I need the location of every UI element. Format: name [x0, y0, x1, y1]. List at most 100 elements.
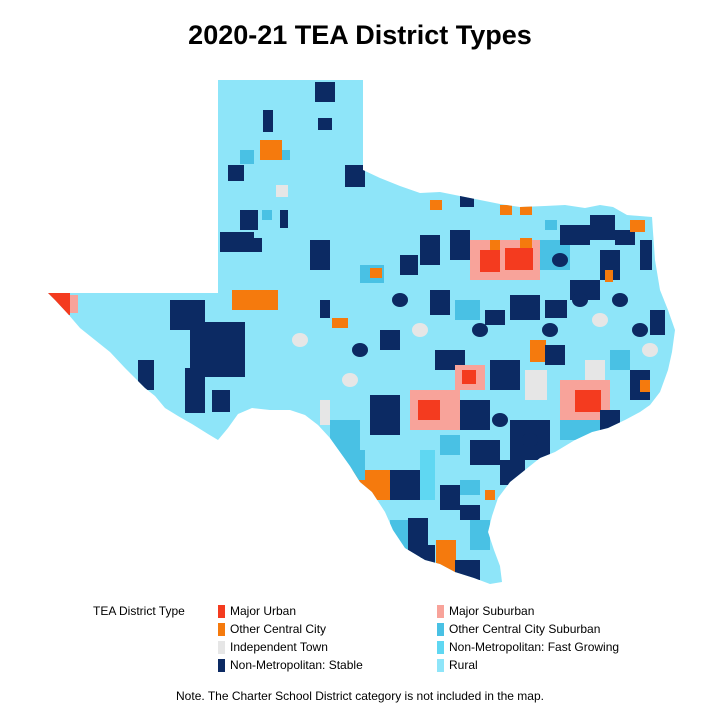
- houston: [575, 390, 601, 412]
- legend-swatch: [218, 658, 225, 672]
- district-shape: [632, 323, 648, 337]
- midland-odessa: [232, 290, 278, 310]
- district-shape: [522, 433, 538, 447]
- legend-item-other-central-city: Other Central City: [218, 621, 326, 637]
- district-shape: [370, 268, 382, 278]
- district-shape: [500, 205, 512, 215]
- district-shape: [412, 323, 428, 337]
- district-shape: [420, 450, 435, 500]
- district-shape: [500, 460, 525, 485]
- district-shape: [212, 390, 230, 412]
- district-shape: [585, 360, 605, 380]
- district-shape: [332, 318, 348, 328]
- texas-outline: [48, 80, 675, 584]
- legend-item-major-suburban: Major Suburban: [437, 603, 534, 619]
- district-shape: [560, 225, 590, 245]
- district-shape: [455, 560, 480, 580]
- district-shape: [335, 450, 365, 480]
- amarillo: [260, 140, 282, 160]
- legend-label: Non-Metropolitan: Fast Growing: [449, 640, 620, 654]
- district-shape: [420, 235, 440, 265]
- district-shape: [510, 295, 540, 320]
- district-shape: [400, 255, 418, 275]
- waco: [530, 340, 546, 362]
- district-shape: [470, 440, 500, 465]
- district-shape: [460, 505, 480, 520]
- district-shape: [185, 368, 205, 413]
- district-shape: [592, 313, 608, 327]
- district-shape: [450, 230, 470, 260]
- district-shape: [262, 210, 272, 220]
- legend-label: Major Urban: [230, 604, 297, 618]
- district-shape: [282, 150, 290, 160]
- legend-swatch: [437, 622, 444, 636]
- district-shape: [612, 293, 628, 307]
- district-shape: [70, 295, 78, 313]
- legend-swatch: [437, 604, 444, 618]
- district-shape: [370, 395, 400, 435]
- district-shape: [472, 323, 488, 337]
- legend-label: Other Central City: [230, 622, 327, 636]
- district-shape: [276, 185, 288, 197]
- legend-swatch: [218, 640, 225, 654]
- district-shape: [430, 200, 442, 210]
- district-shape: [572, 293, 588, 307]
- district-shape: [315, 82, 335, 102]
- district-shape: [492, 413, 508, 427]
- legend-label: Major Suburban: [449, 604, 535, 618]
- district-shape: [640, 380, 650, 392]
- district-shape: [228, 165, 244, 181]
- district-shape: [240, 210, 258, 230]
- district-shape: [552, 253, 568, 267]
- district-shape: [545, 300, 567, 318]
- district-shape: [545, 345, 565, 365]
- san-antonio: [418, 400, 440, 420]
- legend-swatch: [437, 658, 444, 672]
- legend-item-non-metropolitan-stable: Non-Metropolitan: Stable: [218, 657, 363, 673]
- district-shape: [485, 310, 505, 325]
- district-shape: [420, 545, 435, 575]
- legend-label: Non-Metropolitan: Stable: [230, 658, 363, 672]
- district-shape: [525, 370, 547, 400]
- fort-worth: [480, 250, 500, 272]
- district-shape: [240, 150, 254, 164]
- district-shape: [490, 360, 520, 390]
- legend-swatch: [437, 640, 444, 654]
- map-title: 2020-21 TEA District Types: [188, 20, 532, 50]
- district-shape: [280, 210, 288, 228]
- district-shape: [460, 480, 480, 495]
- legend-swatch: [218, 604, 225, 618]
- district-shape: [320, 300, 330, 318]
- district-shape: [520, 205, 532, 215]
- district-shape: [318, 118, 332, 130]
- legend-label: Independent Town: [230, 640, 328, 654]
- district-shape: [440, 485, 460, 510]
- map-note: Note. The Charter School District catego…: [176, 689, 544, 703]
- district-shape: [138, 360, 154, 390]
- district-shape: [590, 215, 615, 240]
- district-shape: [605, 270, 613, 282]
- brownsville-area: [436, 540, 456, 580]
- district-shape: [430, 290, 450, 315]
- legend-item-independent-town: Independent Town: [218, 639, 328, 655]
- district-shape: [470, 520, 490, 550]
- district-shape: [392, 293, 408, 307]
- district-shape: [460, 400, 490, 430]
- district-shape: [292, 333, 308, 347]
- legend-item-non-metropolitan-fast-growing: Non-Metropolitan: Fast Growing: [437, 639, 619, 655]
- district-shape: [642, 343, 658, 357]
- district-shape: [263, 110, 273, 132]
- district-shape: [440, 435, 460, 455]
- legend-label: Rural: [449, 658, 478, 672]
- district-shape: [460, 195, 474, 207]
- legend-label: Other Central City Suburban: [449, 622, 601, 636]
- district-shape: [345, 165, 365, 187]
- legend-swatch: [218, 622, 225, 636]
- district-shape: [352, 343, 368, 357]
- district-shape: [610, 350, 630, 370]
- district-shape: [560, 420, 600, 440]
- district-shape: [380, 330, 400, 350]
- district-shape: [615, 230, 635, 245]
- district-shape: [542, 323, 558, 337]
